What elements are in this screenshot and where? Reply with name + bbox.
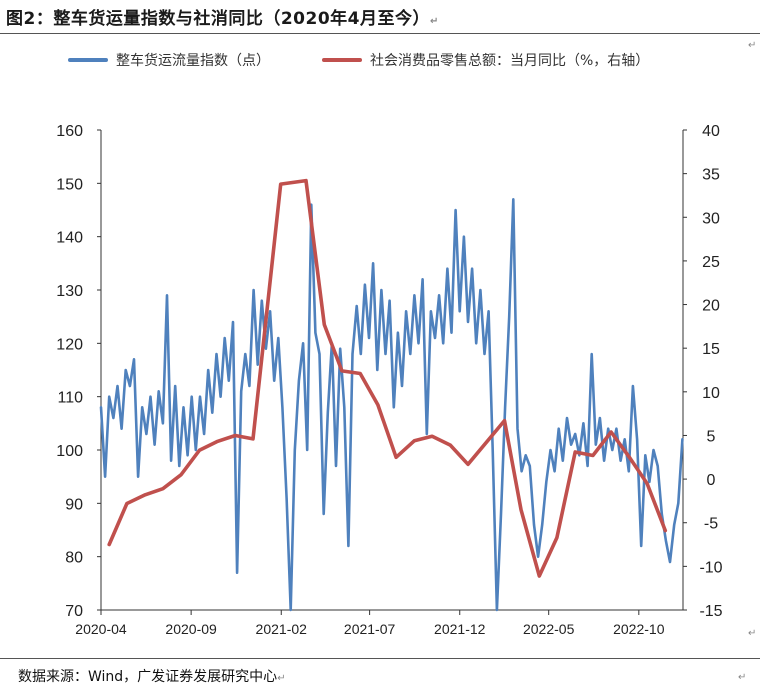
y-right-tick-label: 10 [702,385,720,402]
paragraph-mark: ↵ [277,673,286,684]
legend-item-retail-sales: 社会消费品零售总额：当月同比（%，右轴） [322,50,649,70]
top-rule [0,33,760,34]
y-right-tick-label: -15 [699,603,722,620]
series-line-freight-index [99,198,684,612]
legend-label-retail-sales: 社会消费品零售总额：当月同比（%，右轴） [370,53,650,69]
y-right-tick-label: 25 [702,254,720,271]
y-right-tick-label: 0 [707,472,716,489]
y-left-tick-label: 80 [65,550,83,567]
source-text: 数据来源：Wind，广发证券发展研究中心 [18,669,278,685]
y-right-tick-label: 5 [707,428,716,445]
legend-swatch-blue [68,58,108,62]
y-left-tick-label: 70 [65,603,83,620]
x-tick-label: 2020-04 [75,621,127,637]
line-chart: 1601501401301201101009080704035302520151… [56,123,722,637]
paragraph-mark: ↵ [748,40,757,51]
y-left-tick-label: 140 [56,230,83,247]
x-tick-label: 2022-10 [613,621,665,637]
x-tick-label: 2021-07 [344,621,396,637]
y-right-tick-label: 35 [702,167,720,184]
source-note: 数据来源：Wind，广发证券发展研究中心↵ [18,666,286,686]
y-right-tick-label: -5 [704,516,718,533]
y-right-tick-label: 15 [702,341,720,358]
y-left-tick-label: 100 [56,443,83,460]
bottom-rule [0,658,760,659]
figure-title-text: 图2：整车货运量指数与社消同比（2020年4月至今） [6,9,430,29]
legend-swatch-red [322,58,362,62]
y-right-tick-label: 30 [702,210,720,227]
y-right-tick-label: 20 [702,298,720,315]
x-tick-label: 2020-09 [165,621,217,637]
series-line-retail-sales [107,178,668,578]
legend-item-freight-index: 整车货运流量指数（点） [68,50,270,70]
y-left-tick-label: 90 [65,496,83,513]
y-left-tick-label: 110 [57,390,83,407]
x-tick-label: 2021-12 [434,621,486,637]
chart-area: 160 150 140 130 120 110 100 90 80 70 40 35 30 25 20 15 1… [0,80,760,650]
paragraph-mark: ↵ [429,16,439,27]
x-tick-label: 2021-02 [256,621,308,637]
y-left-tick-label: 120 [56,336,83,353]
y-left-tick-label: 130 [56,283,83,300]
x-tick-label: 2022-05 [523,621,575,637]
paragraph-mark: ↵ [738,672,747,683]
legend-label-freight-index: 整车货运流量指数（点） [116,53,270,69]
paragraph-mark: ↵ [748,628,757,639]
y-left-tick-label: 160 [56,123,83,140]
y-left-tick-label: 150 [56,176,83,193]
figure-title: 图2：整车货运量指数与社消同比（2020年4月至今）↵ [6,4,439,29]
y-right-tick-label: 40 [702,123,720,140]
chart-legend: 整车货运流量指数（点） 社会消费品零售总额：当月同比（%，右轴） [0,50,760,72]
y-right-tick-label: -10 [699,559,722,576]
